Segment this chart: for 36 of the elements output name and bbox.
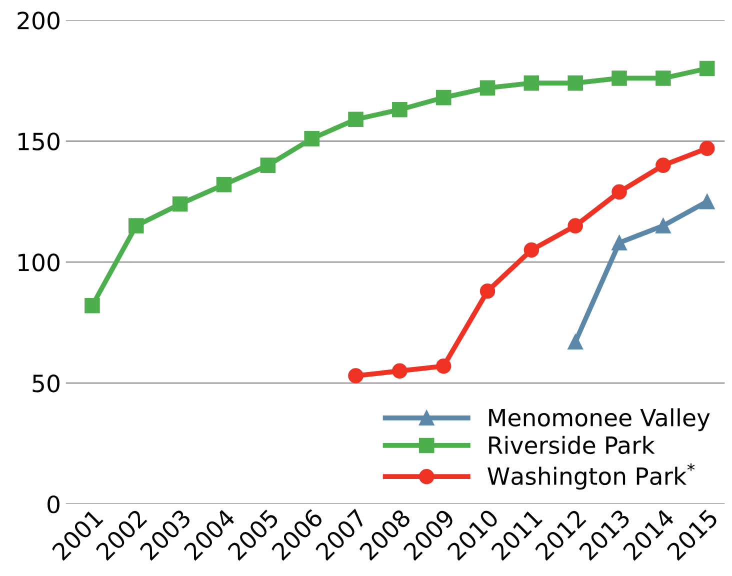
point (524, 242, 540, 258)
point (216, 177, 232, 192)
y-tick-label: 150 (18, 132, 60, 150)
y-tick-label: 0 (48, 495, 60, 514)
point (568, 334, 583, 350)
point (128, 218, 144, 234)
y-tick-label: 50 (32, 374, 60, 392)
legend-label: Washington Park$^{*}$ (488, 463, 695, 490)
point (524, 75, 540, 91)
point (348, 112, 364, 127)
point (84, 298, 100, 314)
point (656, 70, 671, 86)
legend-label: Menomonee Valley (489, 408, 710, 432)
point (304, 131, 320, 146)
point (699, 60, 715, 76)
point (172, 196, 188, 212)
point (656, 158, 671, 173)
point (436, 90, 452, 106)
point (260, 158, 276, 173)
y-tick-label: 200 (18, 12, 60, 30)
y-tick-label: 100 (18, 254, 60, 272)
point (699, 140, 715, 156)
point (392, 102, 408, 118)
legend-label: Riverside Park (489, 436, 655, 454)
point (612, 184, 627, 200)
point (699, 194, 715, 210)
point (612, 235, 627, 250)
point (348, 368, 364, 384)
point (436, 358, 452, 374)
point (568, 218, 583, 234)
point (392, 363, 408, 379)
point (568, 75, 583, 91)
point (480, 80, 496, 96)
point (656, 218, 671, 234)
point (480, 283, 496, 299)
point (612, 70, 627, 86)
